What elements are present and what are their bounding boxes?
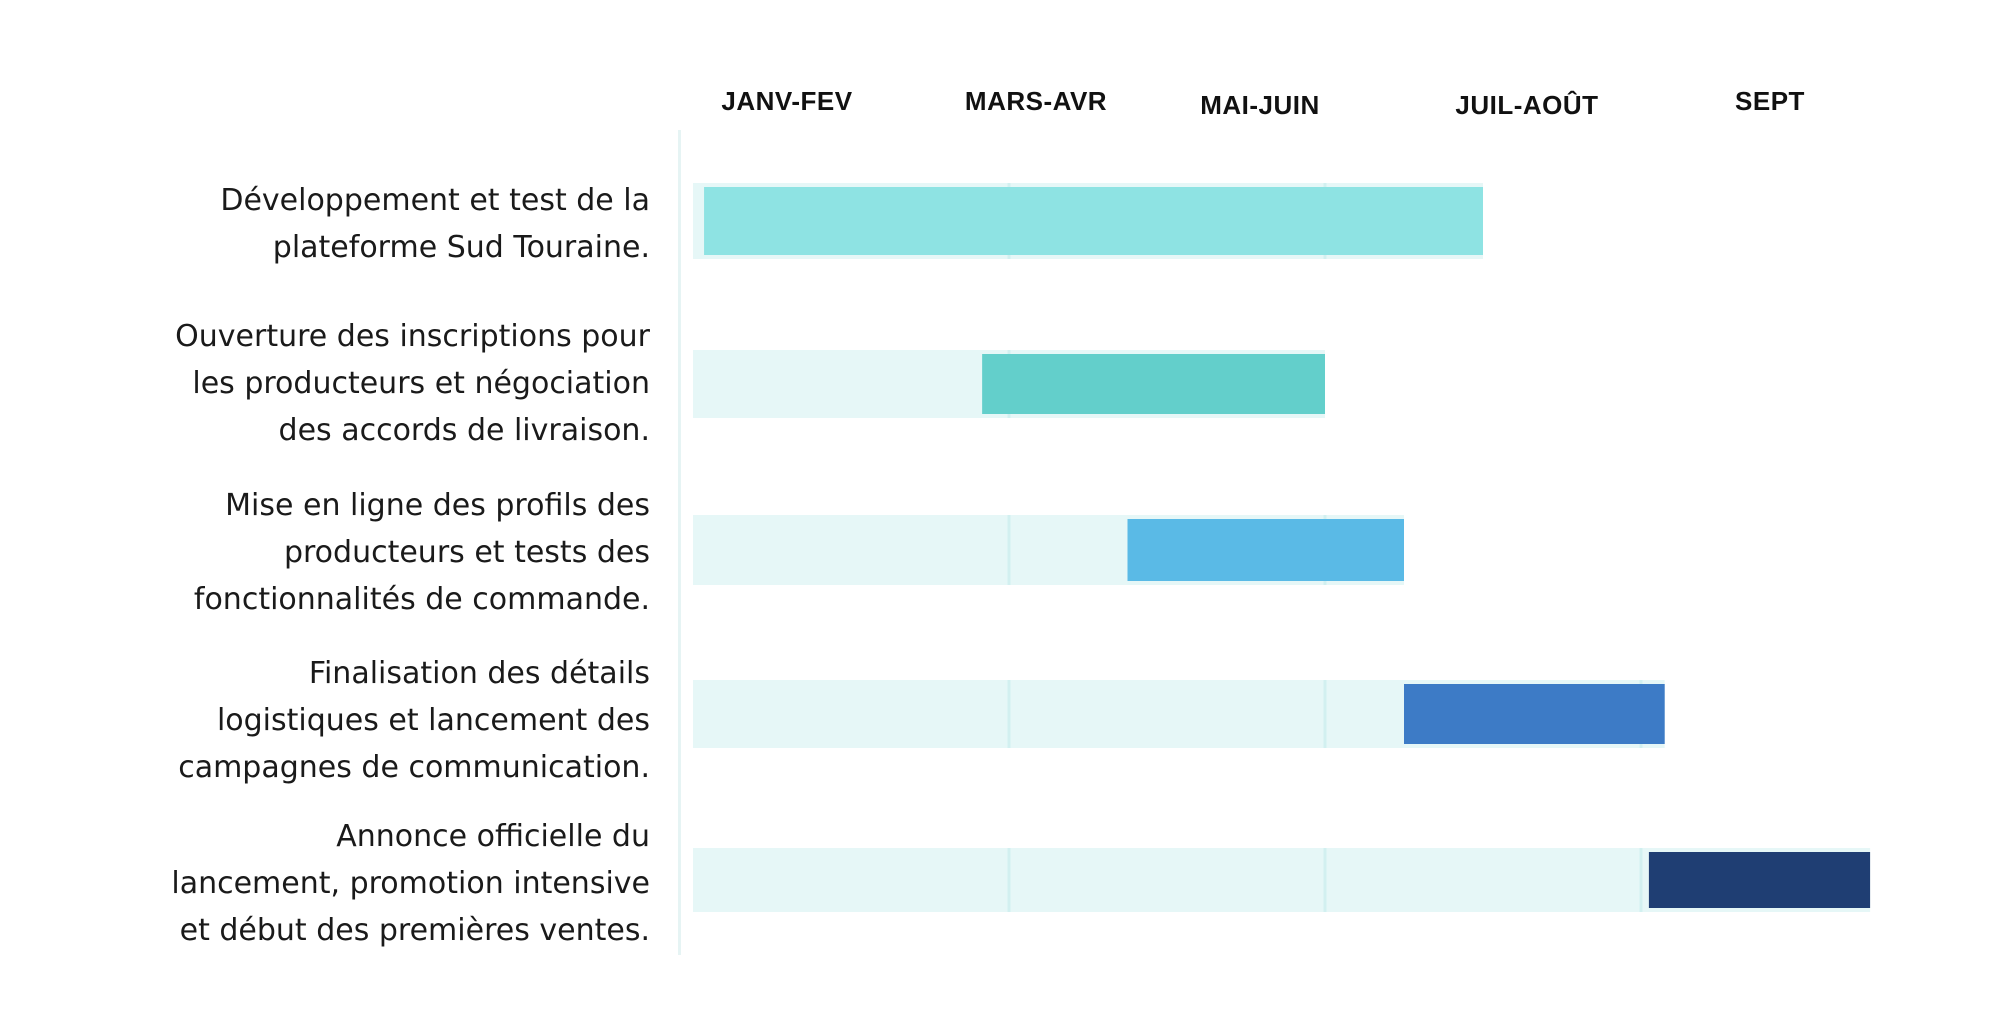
task-bar (1127, 519, 1404, 581)
task-bar (1648, 852, 1871, 908)
task-label-line: des accords de livraison. (279, 413, 650, 448)
task-label-line: les producteurs et négociation (192, 366, 650, 401)
period-divider (1007, 848, 1011, 912)
task-label-line: Ouverture des inscriptions pour (175, 319, 651, 354)
task-bar (982, 354, 1325, 414)
task-label-line: plateforme Sud Touraine. (273, 230, 650, 265)
task-label-line: lancement, promotion intensive (171, 866, 650, 901)
period-label: SEPT (1735, 86, 1805, 116)
period-divider (1007, 680, 1011, 748)
period-divider (1007, 515, 1011, 585)
task-label-line: producteurs et tests des (284, 535, 650, 570)
task-label-line: Mise en ligne des profils des (225, 488, 650, 523)
task-label-line: et début des premières ventes. (180, 913, 650, 948)
task-label-line: logistiques et lancement des (217, 703, 650, 738)
period-divider (1323, 848, 1327, 912)
period-divider (1323, 680, 1327, 748)
period-label: MARS-AVR (965, 86, 1107, 116)
task-label-line: Finalisation des détails (309, 656, 650, 691)
task-bar (704, 187, 1483, 255)
axis-line (678, 130, 681, 955)
tracks-layer (693, 183, 1871, 912)
task-label-line: fonctionnalités de commande. (194, 582, 650, 617)
task-bar (1404, 684, 1665, 744)
axis-layer (678, 130, 681, 955)
period-label: JUIL-AOÛT (1455, 90, 1598, 120)
period-divider (1639, 848, 1643, 912)
task-label-line: Développement et test de la (220, 183, 650, 218)
period-label: MAI-JUIN (1200, 90, 1320, 120)
period-label: JANV-FEV (721, 86, 852, 116)
task-labels: Développement et test de la plateforme Su… (171, 183, 650, 948)
task-label-line: Annonce officielle du (336, 819, 650, 854)
task-label-line: campagnes de communication. (178, 750, 650, 785)
period-header: JANV-FEV MARS-AVR MAI-JUIN JUIL-AOÛT SEPT (721, 86, 1805, 120)
